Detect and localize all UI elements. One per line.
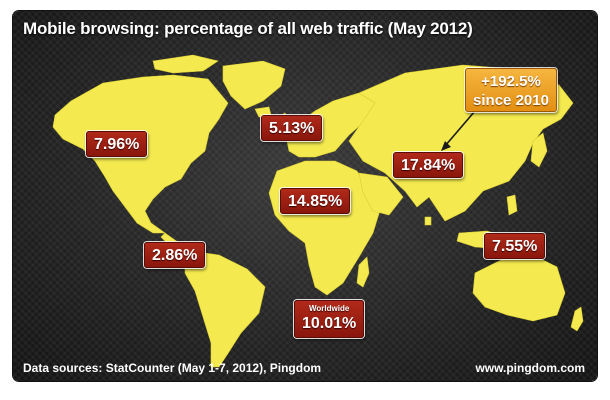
map-title: Mobile browsing: percentage of all web t…	[23, 19, 473, 38]
arabia-landmass	[358, 172, 404, 216]
growth-arrow	[444, 110, 476, 147]
worldwide-label: Worldwide	[308, 304, 350, 313]
south-america-landmass	[184, 250, 266, 368]
map-card: Mobile browsing: percentage of all web t…	[13, 11, 597, 381]
badge-south-america: 2.86%	[144, 242, 206, 268]
badge-north-america: 7.96%	[86, 131, 148, 157]
badge-europe: 5.13%	[261, 115, 323, 141]
badge-oceania: 7.55%	[484, 233, 546, 259]
data-sources-note: Data sources: StatCounter (May 1-7, 2012…	[23, 361, 322, 375]
japan-landmass	[530, 132, 548, 168]
worldwide-value: 10.01%	[302, 315, 357, 332]
arctic-islands-landmass	[152, 54, 219, 74]
growth-value: +192.5%	[481, 73, 541, 90]
philippines-landmass	[506, 194, 518, 216]
growth-period: since 2010	[473, 92, 549, 109]
site-url: www.pingdom.com	[475, 361, 585, 375]
madagascar-landmass	[356, 256, 370, 288]
sri-lanka-landmass	[424, 216, 432, 226]
greenland-landmass	[222, 60, 286, 110]
growth-arrow-head	[441, 141, 451, 151]
australia-landmass	[472, 254, 566, 322]
asia-growth-callout: +192.5% since 2010	[465, 68, 557, 112]
badge-asia: 17.84%	[393, 152, 464, 178]
badge-africa: 14.85%	[280, 188, 351, 214]
badge-worldwide: Worldwide 10.01%	[294, 300, 365, 338]
new-zealand-landmass	[570, 306, 584, 332]
